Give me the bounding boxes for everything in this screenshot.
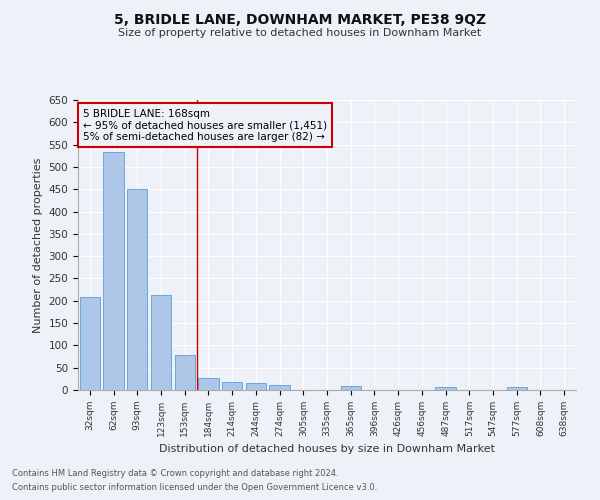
Bar	[246, 384, 266, 390]
Bar	[151, 296, 171, 390]
Text: Contains public sector information licensed under the Open Government Licence v3: Contains public sector information licen…	[12, 484, 377, 492]
Bar	[199, 378, 218, 390]
Text: Contains HM Land Registry data © Crown copyright and database right 2024.: Contains HM Land Registry data © Crown c…	[12, 468, 338, 477]
Bar	[269, 384, 290, 390]
Bar	[506, 388, 527, 390]
Bar	[222, 382, 242, 390]
Bar	[103, 152, 124, 390]
Bar	[80, 297, 100, 390]
Text: 5, BRIDLE LANE, DOWNHAM MARKET, PE38 9QZ: 5, BRIDLE LANE, DOWNHAM MARKET, PE38 9QZ	[114, 12, 486, 26]
Bar	[436, 388, 455, 390]
Text: 5 BRIDLE LANE: 168sqm
← 95% of detached houses are smaller (1,451)
5% of semi-de: 5 BRIDLE LANE: 168sqm ← 95% of detached …	[83, 108, 327, 142]
Bar	[175, 355, 195, 390]
Text: Size of property relative to detached houses in Downham Market: Size of property relative to detached ho…	[118, 28, 482, 38]
Y-axis label: Number of detached properties: Number of detached properties	[33, 158, 43, 332]
X-axis label: Distribution of detached houses by size in Downham Market: Distribution of detached houses by size …	[159, 444, 495, 454]
Bar	[341, 386, 361, 390]
Bar	[127, 189, 148, 390]
